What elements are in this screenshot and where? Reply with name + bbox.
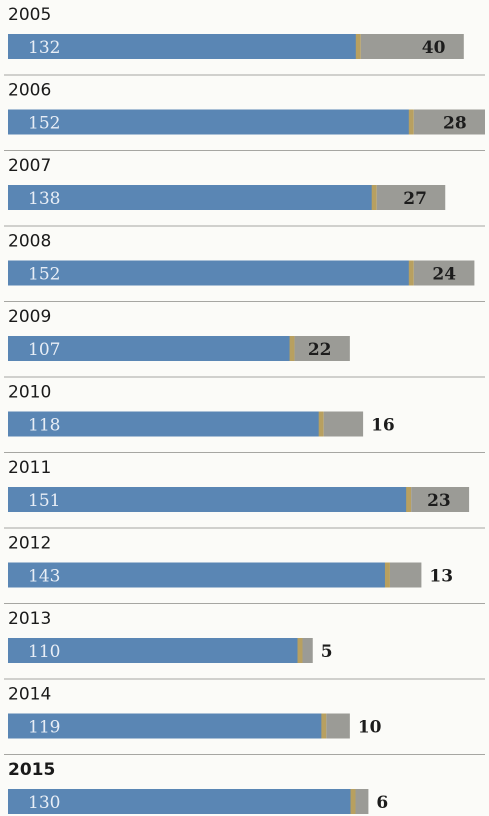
primary-value-label: 119: [28, 718, 60, 738]
primary-value-label: 151: [28, 491, 60, 511]
primary-value-label: 152: [28, 114, 60, 134]
bar-segment-primary: [8, 487, 409, 512]
secondary-value-label: 10: [358, 718, 382, 738]
year-label: 2015: [8, 760, 55, 780]
bar-segment-secondary: [323, 411, 364, 437]
bar-segment-accent: [321, 713, 327, 739]
year-label: 2012: [8, 534, 51, 554]
secondary-value-label: 16: [371, 416, 395, 436]
bar-segment-primary: [8, 789, 353, 814]
secondary-value-label: 28: [443, 114, 467, 134]
year-label: 2013: [8, 609, 51, 629]
bar-segment-accent: [297, 638, 303, 663]
secondary-value-label: 23: [427, 491, 451, 511]
year-label: 2005: [8, 5, 51, 25]
year-label: 2007: [8, 156, 51, 176]
bar-segment-primary: [8, 411, 321, 437]
year-label: 2011: [8, 458, 51, 478]
primary-value-label: 138: [28, 189, 60, 209]
bar-segment-secondary: [302, 638, 313, 663]
bar-segment-secondary: [355, 789, 369, 814]
bar-segment-primary: [8, 34, 358, 59]
bar-segment-secondary: [376, 185, 446, 210]
primary-value-label: 130: [28, 793, 60, 813]
primary-value-label: 132: [28, 38, 60, 58]
bar-segment-primary: [8, 109, 411, 135]
secondary-value-label: 22: [308, 340, 332, 360]
bar-segment-primary: [8, 260, 411, 286]
primary-value-label: 118: [28, 416, 60, 436]
bar-segment-secondary: [411, 487, 470, 512]
secondary-value-label: 40: [422, 38, 446, 58]
bar-segment-secondary: [413, 109, 485, 135]
bar-segment-accent: [355, 34, 361, 59]
primary-value-label: 143: [28, 567, 60, 587]
secondary-value-label: 6: [376, 793, 388, 813]
year-label: 2008: [8, 232, 51, 252]
bar-segment-accent: [406, 487, 412, 512]
bar-segment-secondary: [294, 336, 350, 361]
bar-segment-secondary: [326, 713, 350, 739]
year-label: 2014: [8, 685, 51, 705]
bar-segment-secondary: [360, 34, 464, 59]
bar-segment-accent: [371, 185, 377, 210]
year-label: 2010: [8, 383, 51, 403]
year-label: 2009: [8, 307, 51, 327]
bar-segment-primary: [8, 562, 387, 588]
bar-segment-accent: [289, 336, 295, 361]
bar-segment-primary: [8, 336, 292, 361]
secondary-value-label: 13: [429, 567, 453, 587]
bar-segment-accent: [408, 109, 414, 135]
bar-segment-primary: [8, 713, 324, 739]
primary-value-label: 152: [28, 265, 60, 285]
bar-segment-secondary: [389, 562, 422, 588]
bar-segment-secondary: [413, 260, 475, 286]
bar-segment-accent: [318, 411, 324, 437]
bar-segment-primary: [8, 185, 374, 210]
bar-segment-accent: [350, 789, 356, 814]
bar-segment-accent: [408, 260, 414, 286]
primary-value-label: 107: [28, 340, 60, 360]
secondary-value-label: 27: [403, 189, 427, 209]
year-label: 2006: [8, 81, 51, 101]
bar-segment-accent: [384, 562, 390, 588]
secondary-value-label: 24: [432, 265, 456, 285]
secondary-value-label: 5: [321, 642, 333, 662]
primary-value-label: 110: [28, 642, 60, 662]
bar-segment-primary: [8, 638, 300, 663]
